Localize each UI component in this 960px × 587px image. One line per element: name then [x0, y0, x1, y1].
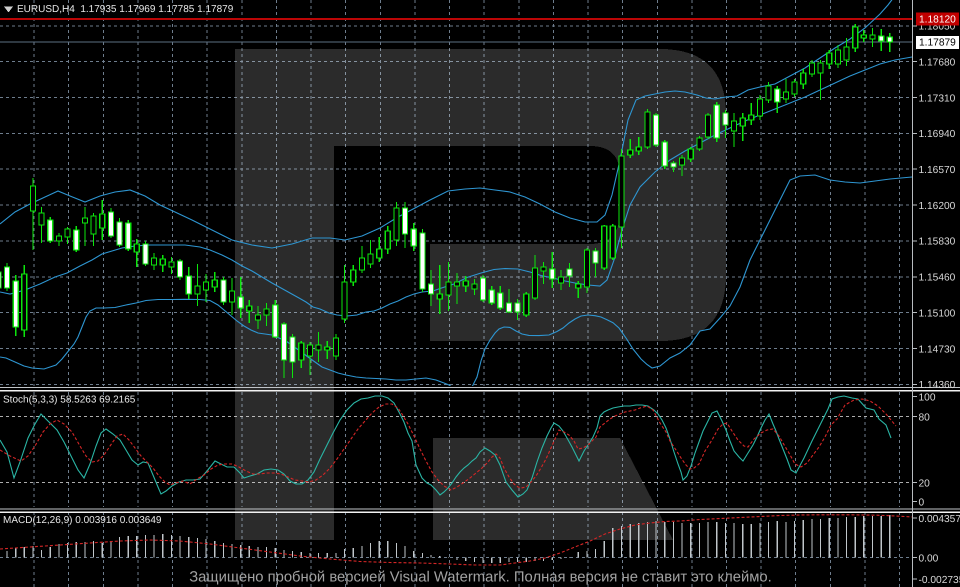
- svg-text:1.15100: 1.15100: [919, 308, 956, 319]
- svg-text:Stoch(5,3,3) 58.5263 69.2165: Stoch(5,3,3) 58.5263 69.2165: [3, 395, 136, 406]
- svg-text:1.15460: 1.15460: [919, 273, 956, 284]
- svg-text:1.16940: 1.16940: [919, 129, 956, 140]
- svg-text:80: 80: [919, 412, 931, 423]
- svg-text:20: 20: [919, 478, 931, 489]
- svg-text:1.16570: 1.16570: [919, 165, 956, 176]
- svg-text:0: 0: [919, 497, 925, 508]
- svg-text:0.004357: 0.004357: [919, 514, 960, 525]
- svg-text:1.17879: 1.17879: [919, 38, 956, 49]
- svg-text:MACD(12,26,9) 0.003916 0.00364: MACD(12,26,9) 0.003916 0.003649: [3, 515, 162, 526]
- svg-text:1.16200: 1.16200: [919, 201, 956, 212]
- svg-text:1.18050: 1.18050: [919, 22, 956, 33]
- svg-text:Защищено пробной версией Visua: Защищено пробной версией Visual Watermar…: [189, 570, 772, 586]
- svg-text:100: 100: [919, 392, 936, 403]
- svg-text:-0.002735: -0.002735: [919, 575, 960, 586]
- svg-text:0.00: 0.00: [919, 553, 939, 564]
- svg-text:1.14730: 1.14730: [919, 344, 956, 355]
- svg-text:1.17680: 1.17680: [919, 58, 956, 69]
- svg-text:1.15830: 1.15830: [919, 237, 956, 248]
- svg-text:1.18120: 1.18120: [919, 14, 956, 25]
- svg-text:1.17310: 1.17310: [919, 93, 956, 104]
- svg-text:EURUSD,H4 1.17935 1.17969 1.1: EURUSD,H4 1.17935 1.17969 1.17785 1.1787…: [17, 4, 234, 15]
- svg-text:1.14360: 1.14360: [919, 380, 956, 391]
